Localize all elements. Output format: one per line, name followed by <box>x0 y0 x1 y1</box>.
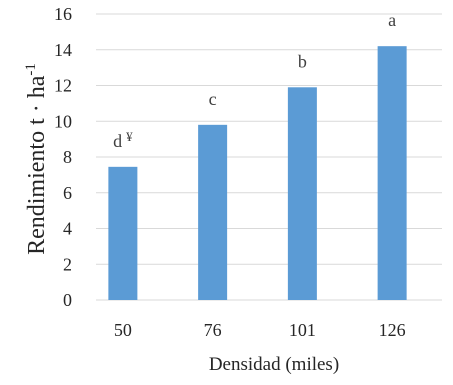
x-tick-label: 50 <box>114 320 132 340</box>
y-tick-label: 2 <box>63 254 72 274</box>
x-tick-label: 126 <box>379 320 406 340</box>
y-tick-label: 4 <box>63 219 72 239</box>
y-tick-label: 10 <box>54 111 72 131</box>
gridlines <box>96 13 442 301</box>
significance-letters: d ¥ c b a <box>113 10 396 151</box>
footnote-marker: ¥ <box>126 129 133 144</box>
y-tick-label: 16 <box>54 4 72 24</box>
y-tick-label: 0 <box>63 290 72 310</box>
y-axis-title-main: Rendimiento t · ha <box>24 75 50 255</box>
significance-letter: b <box>298 51 307 71</box>
bar <box>287 87 317 300</box>
significance-letter: c <box>209 89 217 109</box>
x-tick-label: 76 <box>204 320 222 340</box>
y-tick-label: 6 <box>63 183 72 203</box>
y-tick-label: 12 <box>54 76 72 96</box>
y-tick-label: 8 <box>63 147 72 167</box>
bar <box>108 166 138 300</box>
bar <box>377 46 407 300</box>
bars <box>108 46 407 300</box>
y-axis-ticks: 0 2 4 6 8 10 12 14 16 <box>54 4 72 310</box>
bar <box>198 124 228 300</box>
x-axis-title: Densidad (miles) <box>209 354 339 375</box>
y-axis-title-superscript: -1 <box>23 63 39 76</box>
significance-letter: d ¥ <box>113 129 133 151</box>
y-axis-title: Rendimiento t · ha-1 <box>23 63 50 255</box>
x-tick-label: 101 <box>289 320 316 340</box>
x-axis-ticks: 50 76 101 126 <box>114 320 406 340</box>
y-tick-label: 14 <box>54 40 72 60</box>
significance-letter: a <box>388 10 396 30</box>
